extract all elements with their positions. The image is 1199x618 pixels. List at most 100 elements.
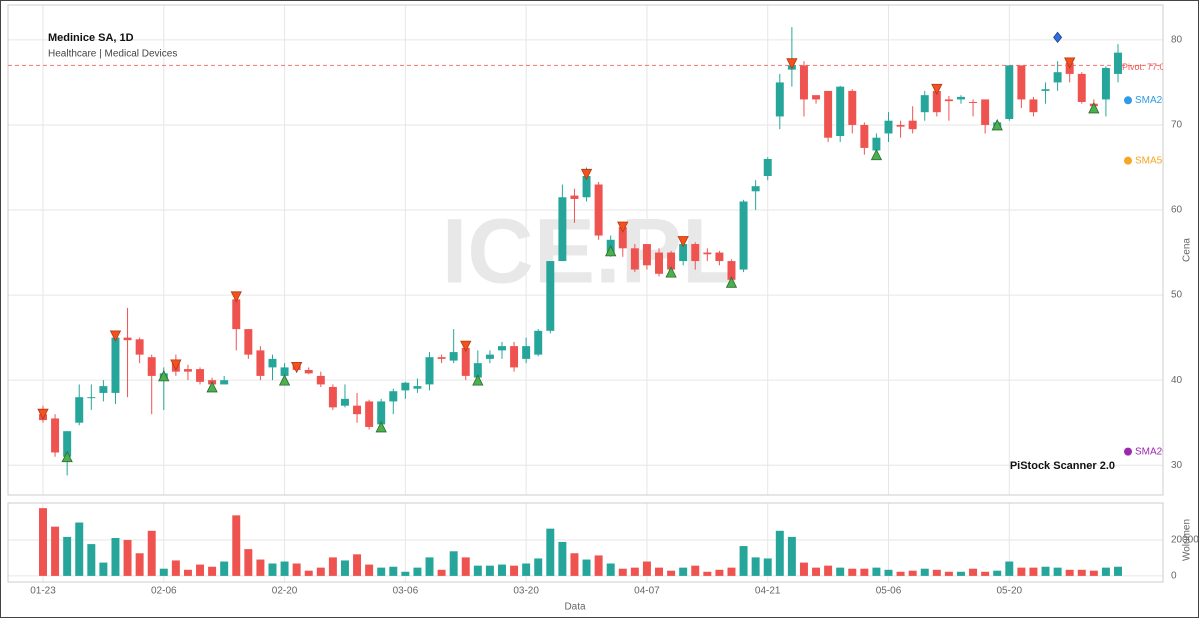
volume-bar: [860, 568, 869, 576]
volume-bar: [546, 528, 555, 576]
volume-bar: [655, 567, 663, 576]
candle-body: [353, 405, 362, 415]
sell-signal: [1064, 57, 1076, 69]
candle-body: [667, 252, 676, 270]
volume-axis-title: Wolumen: [1182, 519, 1193, 561]
candle-body: [256, 350, 265, 376]
candle-body: [594, 184, 603, 236]
candle-body: [87, 397, 96, 399]
candle-body: [316, 375, 325, 385]
volume-bar: [558, 541, 567, 576]
candle-body: [884, 120, 893, 134]
volume-bar: [1114, 566, 1122, 576]
candle-body: [1053, 72, 1062, 83]
volume-bar: [244, 549, 253, 576]
buy-signal: [991, 119, 1003, 131]
candle-body: [908, 120, 917, 130]
candle-body: [1101, 67, 1110, 100]
volume-bar: [135, 553, 144, 576]
candle-body: [389, 391, 398, 402]
volume-bar: [932, 569, 941, 576]
candle-body: [751, 186, 760, 192]
candle-body: [268, 358, 277, 368]
volume-bar: [159, 568, 168, 576]
candle-body: [510, 346, 519, 368]
sell-signal: [230, 291, 242, 303]
candle-body: [582, 175, 591, 198]
volume-bar: [147, 530, 156, 576]
volume-bar: [522, 563, 531, 576]
candle-body: [401, 382, 410, 391]
x-tick-label: 02-20: [272, 586, 298, 597]
indicator-dot: [1124, 447, 1132, 456]
volume-bar: [256, 559, 265, 576]
candle-body: [99, 386, 108, 393]
candle-body: [944, 99, 953, 102]
volume-bar: [220, 561, 229, 576]
y-tick-label: 50: [1171, 290, 1183, 301]
volume-bar: [183, 569, 192, 576]
candle-body: [196, 369, 205, 382]
candle-body: [413, 386, 422, 389]
candle-body: [727, 261, 736, 280]
volume-bar: [594, 555, 603, 576]
volume-bar: [679, 567, 688, 576]
volume-bar: [171, 560, 180, 576]
candle-body: [473, 363, 482, 378]
volume-bar: [51, 526, 60, 576]
volume-bar: [570, 553, 579, 576]
candle-body: [328, 386, 337, 408]
volume-bar: [582, 559, 591, 576]
candle-body: [1114, 52, 1122, 74]
volume-bar: [328, 557, 337, 576]
volume-bar: [353, 554, 362, 576]
volume-bar: [848, 568, 857, 576]
candle-body: [860, 124, 869, 148]
volume-bar: [292, 563, 301, 576]
candle-body: [1029, 99, 1038, 113]
volume-bar: [461, 557, 470, 576]
volume-bar: [437, 569, 446, 576]
volume-bar: [1005, 561, 1014, 576]
candle-body: [836, 86, 845, 137]
volume-bar: [703, 571, 712, 576]
volume-bar: [787, 536, 796, 576]
candle-body: [461, 347, 470, 376]
volume-bar: [872, 567, 881, 576]
volume-bar: [280, 561, 289, 576]
volume-bar: [1089, 570, 1098, 576]
candle-body: [220, 380, 229, 385]
volume-bar: [775, 530, 784, 576]
volume-bar: [667, 570, 676, 576]
volume-bar: [389, 566, 398, 576]
sell-signal: [580, 168, 593, 181]
volume-bar: [727, 567, 736, 576]
volume-bar: [196, 564, 205, 576]
candle-body: [485, 354, 494, 359]
volume-bar: [1053, 567, 1062, 576]
x-tick-label: 05-20: [997, 586, 1023, 597]
buy-signal: [472, 374, 484, 386]
volume-bar: [1101, 567, 1110, 576]
volume-bar: [1065, 569, 1074, 576]
chart-title: Medinice SA, 1D: [48, 32, 134, 44]
indicator-label: SMA20: [1135, 95, 1168, 106]
candle-body: [630, 248, 639, 270]
volume-bar: [208, 566, 217, 576]
buy-signal: [665, 266, 677, 278]
candle-body: [244, 329, 253, 355]
diamond-signal: [1053, 31, 1063, 43]
sell-signal: [109, 330, 122, 342]
volume-bar: [75, 522, 84, 576]
price-marks: Pivot: 77.0 SMA20 SMA50 SMA200: [8, 27, 1168, 476]
volume-bar: [99, 562, 108, 576]
buy-signal: [870, 148, 883, 161]
indicator-label: SMA50: [1135, 155, 1168, 166]
candle-body: [534, 330, 543, 355]
volume-bar: [606, 563, 615, 576]
volume-bar: [630, 567, 639, 576]
volume-bar: [498, 564, 506, 576]
candle-body: [1005, 65, 1014, 119]
candle-body: [799, 65, 808, 100]
